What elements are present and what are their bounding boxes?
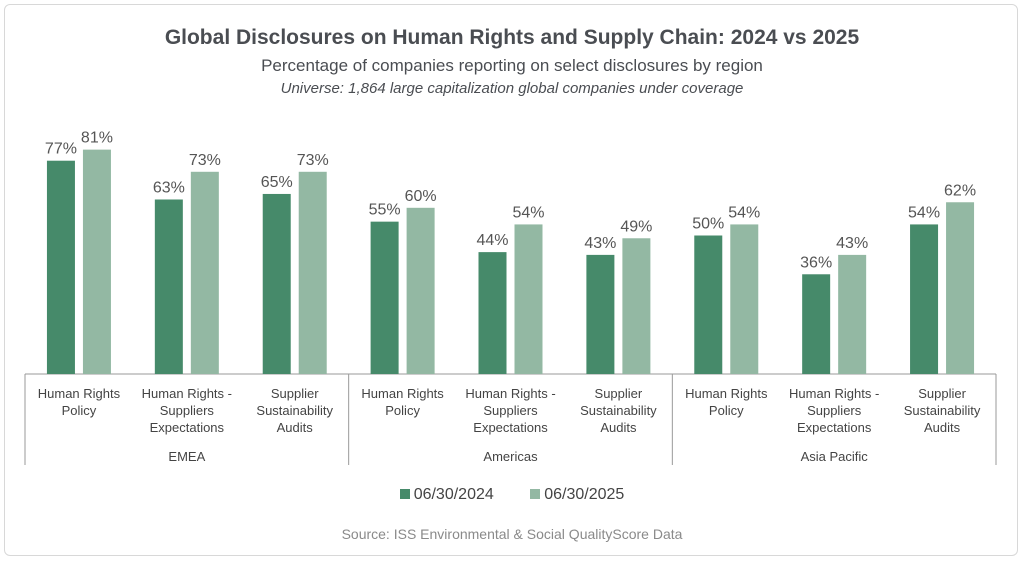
data-label: 44% [476,232,508,249]
data-label: 36% [800,254,832,271]
chart-title: Global Disclosures on Human Rights and S… [164,26,860,49]
group-label: EMEA [168,449,205,464]
legend-item-2025: 06/30/2025 [530,486,624,503]
legend-swatch [530,489,541,499]
category-label: Human Rights [361,386,444,401]
bar [46,160,75,374]
data-label: 54% [512,204,544,221]
category-label: Human Rights [38,386,121,401]
category-label: Suppliers [483,403,538,418]
category-label: Policy [709,403,744,418]
data-label: 62% [944,182,976,199]
bar [370,221,399,374]
bar [478,252,507,374]
data-label: 65% [261,174,293,191]
bar [802,274,831,374]
legend-label: 06/30/2025 [544,486,625,503]
data-label: 77% [45,141,77,158]
bar [910,224,939,374]
bar [694,235,723,374]
data-label: 63% [153,179,185,196]
bar [838,254,867,374]
category-label: Supplier [918,386,966,401]
chart-note: Universe: 1,864 large capitalization glo… [280,80,744,97]
legend-swatch [399,489,410,499]
category-label: Policy [385,403,420,418]
category-label: Human Rights [685,386,768,401]
bar [586,254,615,374]
bar [190,171,219,374]
category-label: Supplier [271,386,319,401]
category-label: Suppliers [160,403,215,418]
category-label: Expectations [473,420,548,435]
legend-label: 06/30/2024 [413,486,494,503]
category-label: Audits [600,420,637,435]
bar [406,207,435,374]
data-label: 81% [81,130,113,147]
category-label: Audits [924,420,961,435]
bar [622,238,651,374]
bar [298,171,327,374]
category-label: Supplier [595,386,643,401]
category-label: Sustainability [904,403,981,418]
data-label: 60% [405,188,437,205]
bar [730,224,759,374]
data-label: 50% [692,216,724,233]
category-label: Human Rights - [789,386,879,401]
bar [82,149,111,374]
data-label: 54% [908,204,940,221]
category-label: Sustainability [256,403,333,418]
legend: 06/30/2024 06/30/2025 [0,486,1024,504]
bar [514,224,543,374]
group-label: Americas [483,449,538,464]
data-label: 43% [836,235,868,252]
data-label: 73% [297,152,329,169]
group-label: Asia Pacific [801,449,869,464]
source-note: Source: ISS Environmental & Social Quali… [341,526,683,542]
category-label: Human Rights - [142,386,232,401]
category-label: Policy [62,403,97,418]
chart-subtitle: Percentage of companies reporting on sel… [261,56,763,75]
chart-card [4,4,1018,556]
category-label: Sustainability [580,403,657,418]
category-label: Expectations [150,420,225,435]
bar [946,202,975,374]
legend-item-2024: 06/30/2024 [399,486,494,503]
data-label: 43% [584,235,616,252]
bar [154,199,183,374]
category-label: Suppliers [807,403,862,418]
bar [262,193,291,374]
data-label: 73% [189,152,221,169]
data-label: 54% [728,204,760,221]
data-label: 49% [620,218,652,235]
category-label: Human Rights - [465,386,555,401]
category-label: Audits [277,420,314,435]
category-label: Expectations [797,420,872,435]
data-label: 55% [369,202,401,219]
